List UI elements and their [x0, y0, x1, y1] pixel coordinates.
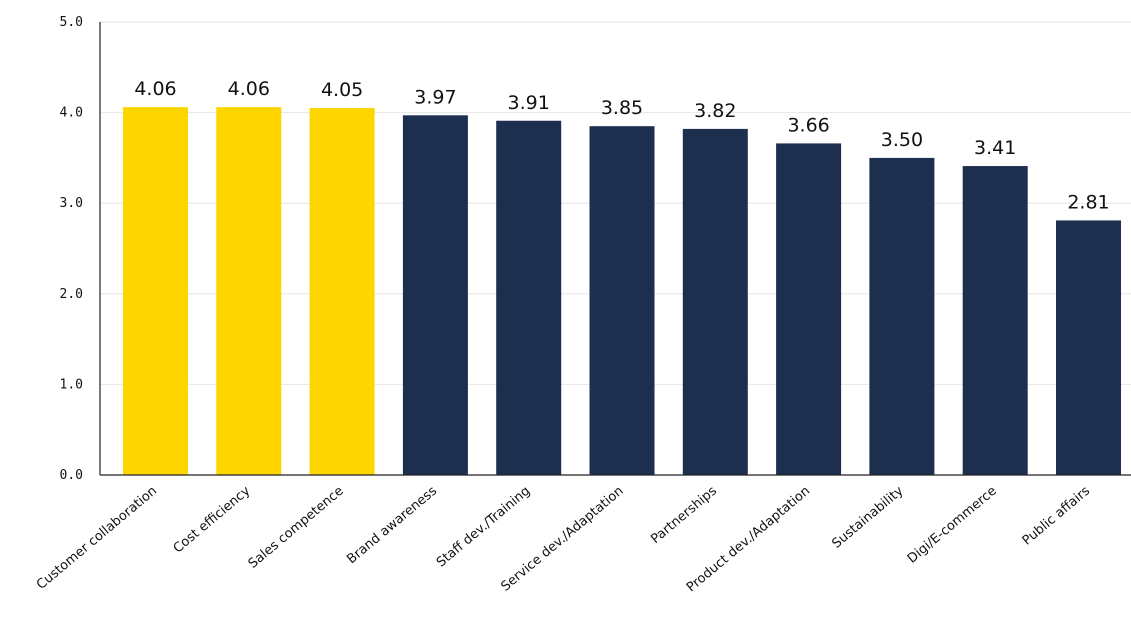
data-label: 3.97 [414, 86, 456, 108]
x-tick-label: Partnerships [648, 483, 720, 547]
y-tick-label: 3.0 [60, 196, 83, 211]
y-tick-label: 4.0 [60, 106, 83, 121]
bar [962, 166, 1028, 475]
x-tick-label: Public affairs [1020, 483, 1094, 548]
data-label: 3.50 [881, 129, 923, 151]
y-tick-label: 5.0 [60, 15, 83, 30]
x-tick-label: Sustainability [829, 483, 906, 551]
bar [309, 108, 375, 475]
y-tick-label: 2.0 [60, 287, 83, 302]
data-label: 3.91 [508, 92, 550, 114]
bar [682, 128, 748, 475]
y-tick-label: 1.0 [60, 377, 83, 392]
bar [589, 126, 655, 475]
bar [1056, 220, 1121, 475]
x-tick-label: Brand awareness [344, 483, 440, 567]
data-label: 4.06 [134, 78, 176, 100]
y-axis-ticks: 0.0 1.0 2.0 3.0 4.0 5.0 [60, 15, 83, 483]
x-tick-label: Cost efficiency [171, 483, 254, 556]
data-label: 4.05 [321, 79, 363, 101]
bar [869, 157, 935, 475]
y-tick-label: 0.0 [60, 468, 83, 483]
data-label: 3.85 [601, 97, 643, 119]
x-tick-label: Customer collaboration [34, 484, 160, 593]
bar [123, 107, 188, 475]
x-tick-label: Sales competence [246, 484, 347, 572]
bar [216, 107, 282, 475]
data-label: 4.06 [228, 78, 270, 100]
bar [402, 115, 468, 476]
data-label: 3.41 [974, 137, 1016, 159]
x-tick-label: Digi/E-commerce [905, 484, 1000, 567]
bar [496, 120, 562, 475]
x-axis-labels: Customer collaboration Cost efficiencySal… [34, 483, 1093, 595]
data-label: 2.81 [1067, 191, 1109, 213]
bars [123, 107, 1121, 476]
data-label: 3.66 [787, 114, 829, 136]
x-tick-label: Staff dev./Training [434, 484, 533, 571]
data-labels: 4.06 4.06 4.05 3.97 3.91 3.85 3.82 3.66 3.50 3.41… [134, 78, 1109, 213]
data-label: 3.82 [694, 100, 736, 122]
bar [776, 143, 842, 476]
